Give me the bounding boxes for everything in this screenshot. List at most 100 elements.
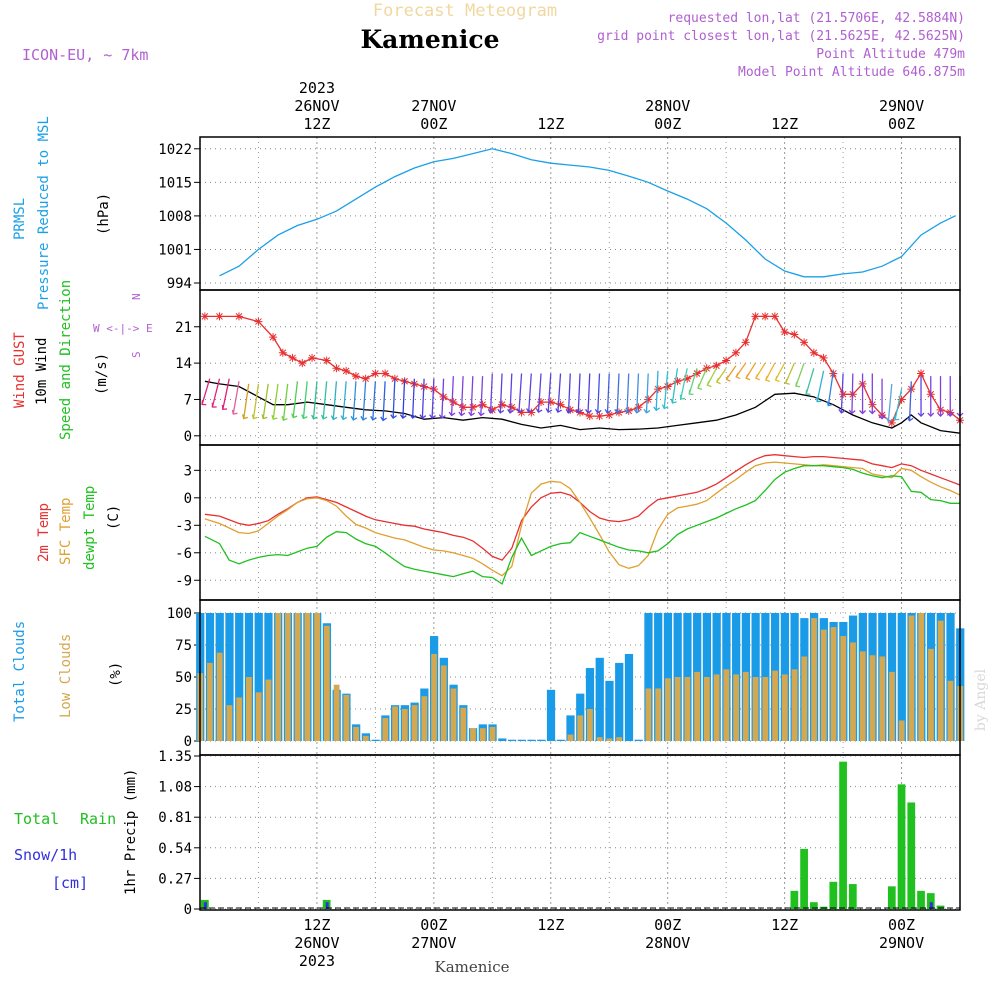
total-cloud-bar — [254, 613, 263, 741]
time-label-bottom: 00Z — [654, 916, 681, 934]
compass-west-east: W <-|-> E — [93, 322, 153, 335]
wind-barb-head — [604, 409, 612, 414]
wind-barb-head — [859, 410, 867, 415]
pressure-title-1: PRMSL — [12, 198, 28, 240]
total-cloud-bar — [634, 739, 643, 741]
total-cloud-bar — [546, 689, 556, 741]
footer-location: Kamenice — [435, 958, 510, 976]
low-cloud-bar — [742, 671, 749, 741]
wind-barb — [411, 378, 416, 419]
gust-marker — [917, 369, 926, 378]
wind-barb-head — [878, 415, 886, 420]
wind-barb-head — [370, 415, 377, 421]
time-label-top: 27NOV — [411, 97, 456, 115]
gust-marker — [566, 405, 575, 414]
gust-marker — [371, 369, 380, 378]
gust-marker — [585, 412, 594, 421]
time-label-top: 12Z — [771, 115, 798, 133]
wind-barb — [489, 373, 493, 413]
gust-marker — [692, 369, 701, 378]
gust-marker — [449, 398, 458, 407]
low-cloud-bar — [285, 613, 291, 741]
dewpt-temp-line — [204, 465, 960, 585]
plot-area: 994 1001 1008 1015 1022 0 7 14 21 -9 -6 -3 0 3 0 25 50 75… — [158, 79, 965, 970]
low-cloud-bar — [889, 671, 895, 741]
time-label-top: 28NOV — [645, 97, 690, 115]
total-cloud-bar — [897, 613, 906, 741]
low-cloud-bar — [733, 674, 739, 741]
wind-barb — [663, 370, 669, 409]
pressure-ytick-label: 1022 — [158, 142, 192, 158]
wind-barb — [509, 373, 513, 413]
wind-barb — [518, 373, 523, 413]
low-cloud-bar — [684, 677, 691, 741]
wind-barb-head — [653, 406, 661, 412]
wind-barb-head — [281, 415, 288, 421]
wind-barb-head — [735, 372, 741, 380]
wind-barb — [272, 383, 279, 420]
wind-barb — [382, 381, 386, 421]
rain-bar — [800, 848, 808, 909]
gust-marker — [731, 348, 740, 357]
low-cloud-bar — [918, 613, 925, 741]
point-altitude: Point Altitude 479m — [816, 47, 965, 62]
time-label-top: 29NOV — [879, 97, 924, 115]
total-cloud-bar — [946, 613, 955, 741]
wind-barb-head — [211, 402, 217, 408]
10m-wind-line — [204, 380, 961, 434]
low-cloud-bar — [869, 655, 876, 741]
low-cloud-bar — [811, 618, 817, 741]
wind-barb-head — [497, 409, 505, 414]
temperature-panel: -9 -6 -3 0 3 — [175, 444, 961, 601]
wind-barb — [222, 378, 230, 410]
time-label-top: 12Z — [537, 115, 564, 133]
wind-frame — [199, 289, 961, 446]
wind-barb-head — [231, 409, 238, 415]
precipitation-ytick-label: 0.54 — [158, 841, 192, 857]
low-cloud-bar — [440, 665, 447, 741]
compass-north: N — [130, 293, 143, 300]
low-cloud-bar — [703, 677, 710, 741]
low-cloud-title: Low Clouds — [58, 634, 74, 718]
wind-barb-head — [291, 413, 298, 419]
low-cloud-bar — [304, 613, 311, 741]
low-cloud-bar — [450, 688, 457, 741]
wind-barb — [499, 373, 503, 413]
total-label: Total — [14, 810, 59, 828]
wind-barb-head — [448, 411, 456, 417]
gust-marker — [839, 390, 848, 399]
wind-barb — [392, 378, 396, 419]
low-cloud-bar — [343, 694, 350, 741]
compass-south: S — [130, 351, 143, 358]
clouds-ytick-label: 0 — [184, 734, 192, 750]
pressure-ytick-label: 994 — [167, 276, 192, 292]
wind-barb-head — [271, 414, 278, 421]
total-cloud-bar — [654, 613, 663, 741]
model-altitude: Model Point Altitude 646.875m — [738, 65, 965, 80]
total-cloud-bar — [264, 613, 273, 741]
wind-barb-head — [774, 375, 780, 383]
gust-marker — [537, 398, 546, 407]
wind-barb-head — [805, 389, 811, 396]
wind-barb — [302, 381, 308, 419]
wind-barb-head — [438, 414, 446, 419]
wind-barb — [352, 381, 357, 420]
wind-barb-head — [661, 404, 669, 410]
low-cloud-bar — [392, 706, 398, 741]
wind-barb-head — [816, 397, 822, 403]
gust-marker — [790, 330, 799, 339]
pressure-ytick-label: 1001 — [158, 242, 192, 258]
low-cloud-bar — [665, 678, 671, 741]
precip-ylabel: 1hr Precip (mm) — [123, 769, 139, 895]
wind-barb-head — [251, 414, 258, 420]
wind-barb-head — [697, 384, 703, 391]
total-cloud-bar — [225, 613, 234, 741]
gust-marker — [439, 392, 448, 401]
wind-barb-head — [927, 412, 935, 418]
wind-barb — [587, 373, 591, 413]
wind-barb — [292, 381, 299, 418]
wind-barb-head — [906, 416, 914, 422]
time-label-top: 00Z — [420, 115, 447, 133]
low-cloud-bar — [323, 625, 330, 741]
